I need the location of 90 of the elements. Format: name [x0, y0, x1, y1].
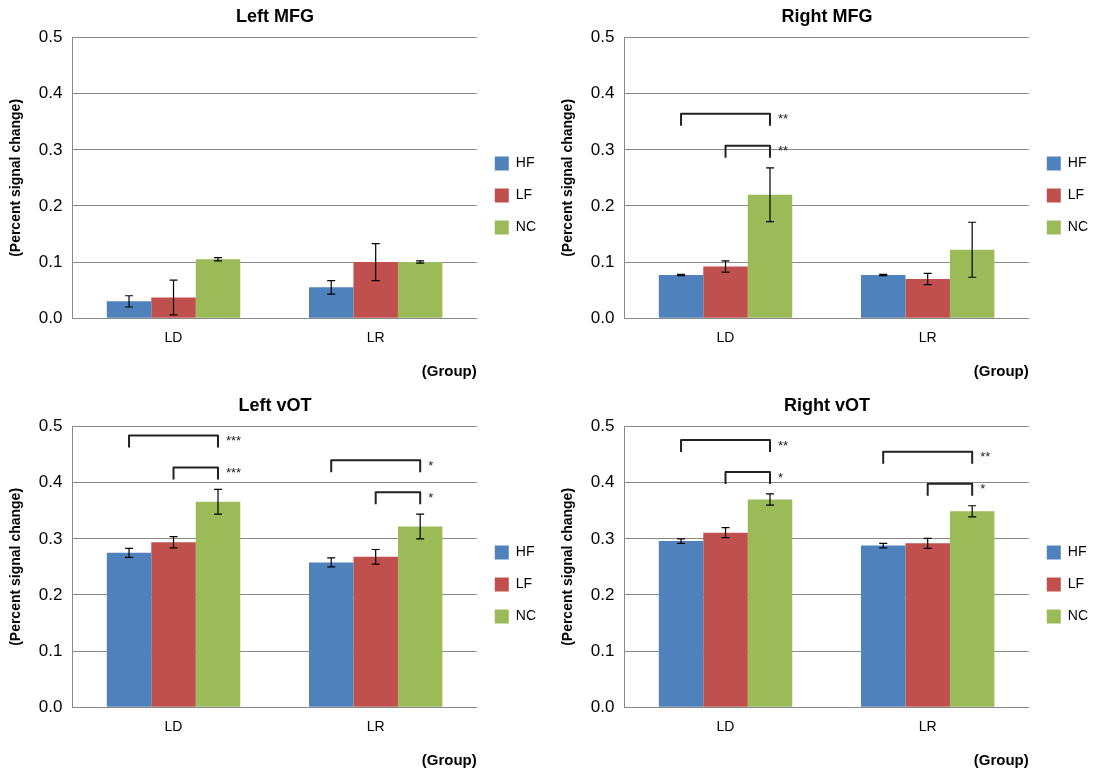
- y-tick-label: 0.5: [38, 416, 63, 436]
- legend-label: LF: [1067, 186, 1085, 203]
- y-tick-label: 0.1: [38, 640, 63, 660]
- bar: [353, 556, 398, 707]
- y-tick-label: 0.2: [590, 584, 615, 604]
- y-axis-title: (Percent signal change): [559, 98, 576, 257]
- bar: [905, 278, 950, 318]
- bar: [195, 501, 241, 707]
- bar: [195, 259, 241, 318]
- annotation: *: [980, 481, 986, 497]
- chart-title: Right vOT: [784, 394, 870, 415]
- y-tick-label: 0.1: [590, 640, 615, 660]
- legend-label: LF: [515, 186, 533, 203]
- bar: [658, 541, 704, 707]
- bar: [860, 274, 906, 318]
- y-tick-label: 0.2: [590, 195, 615, 215]
- bar: [308, 287, 354, 318]
- y-tick-label: 0.1: [38, 251, 63, 271]
- y-tick-label: 0.0: [38, 696, 63, 716]
- x-tick-label: LR: [918, 329, 937, 346]
- annotation: ***: [226, 465, 242, 481]
- y-axis-title: (Percent signal change): [559, 487, 576, 646]
- legend-label: NC: [515, 607, 537, 624]
- y-axis-title: (Percent signal change): [7, 98, 24, 257]
- bar: [397, 526, 443, 707]
- y-tick-label: 0.3: [38, 528, 63, 548]
- legend-label: NC: [515, 218, 537, 235]
- y-tick-label: 0.5: [38, 27, 63, 47]
- bar: [747, 194, 793, 318]
- chart-title: Right MFG: [781, 5, 873, 26]
- y-tick-label: 0.0: [590, 307, 615, 327]
- x-tick-label: LR: [366, 329, 385, 346]
- bar: [860, 545, 906, 707]
- y-tick-label: 0.3: [590, 528, 615, 548]
- bar: [106, 301, 152, 318]
- annotation: *: [778, 469, 784, 485]
- x-axis-title: (Group): [973, 362, 1029, 380]
- x-tick-label: LR: [918, 718, 937, 735]
- bar: [151, 297, 196, 318]
- y-tick-label: 0.3: [38, 139, 63, 159]
- annotation: *: [428, 457, 434, 473]
- y-tick-label: 0.0: [590, 696, 615, 716]
- y-tick-label: 0.0: [38, 307, 63, 327]
- legend-label: NC: [1067, 607, 1089, 624]
- bar: [658, 274, 704, 318]
- legend-label: HF: [1067, 154, 1087, 171]
- y-tick-label: 0.4: [590, 472, 615, 492]
- chart-title: Left vOT: [238, 394, 312, 415]
- y-axis-title: (Percent signal change): [7, 487, 24, 646]
- x-axis-title: (Group): [973, 751, 1029, 769]
- legend-label: LF: [515, 575, 533, 592]
- legend-label: HF: [515, 154, 535, 171]
- bar: [353, 262, 398, 318]
- y-tick-label: 0.2: [38, 584, 63, 604]
- y-tick-label: 0.4: [38, 83, 63, 103]
- y-tick-label: 0.4: [590, 83, 615, 103]
- annotation: **: [778, 143, 789, 159]
- legend-label: LF: [1067, 575, 1085, 592]
- bar: [703, 266, 748, 318]
- x-tick-label: LD: [716, 718, 735, 735]
- legend-label: NC: [1067, 218, 1089, 235]
- bar: [949, 511, 995, 707]
- y-tick-label: 0.1: [590, 251, 615, 271]
- y-tick-label: 0.3: [590, 139, 615, 159]
- bar: [106, 552, 152, 707]
- x-tick-label: LD: [164, 718, 183, 735]
- annotation: **: [778, 111, 789, 127]
- chart-title: Left MFG: [236, 5, 314, 26]
- annotation: *: [428, 489, 434, 505]
- annotation: ***: [226, 433, 242, 449]
- x-axis-title: (Group): [421, 751, 477, 769]
- bar: [747, 499, 793, 707]
- bar: [703, 532, 748, 707]
- x-tick-label: LD: [164, 329, 183, 346]
- x-tick-label: LR: [366, 718, 385, 735]
- y-tick-label: 0.5: [590, 27, 615, 47]
- legend-label: HF: [515, 543, 535, 560]
- y-tick-label: 0.2: [38, 195, 63, 215]
- x-axis-title: (Group): [421, 362, 477, 380]
- x-tick-label: LD: [716, 329, 735, 346]
- annotation: **: [980, 449, 991, 465]
- bar: [308, 562, 354, 707]
- y-tick-label: 0.4: [38, 472, 63, 492]
- legend-label: HF: [1067, 543, 1087, 560]
- bar: [151, 542, 196, 707]
- y-tick-label: 0.5: [590, 416, 615, 436]
- bar: [397, 262, 443, 318]
- bar: [905, 543, 950, 707]
- bar: [949, 249, 995, 318]
- annotation: **: [778, 437, 789, 453]
